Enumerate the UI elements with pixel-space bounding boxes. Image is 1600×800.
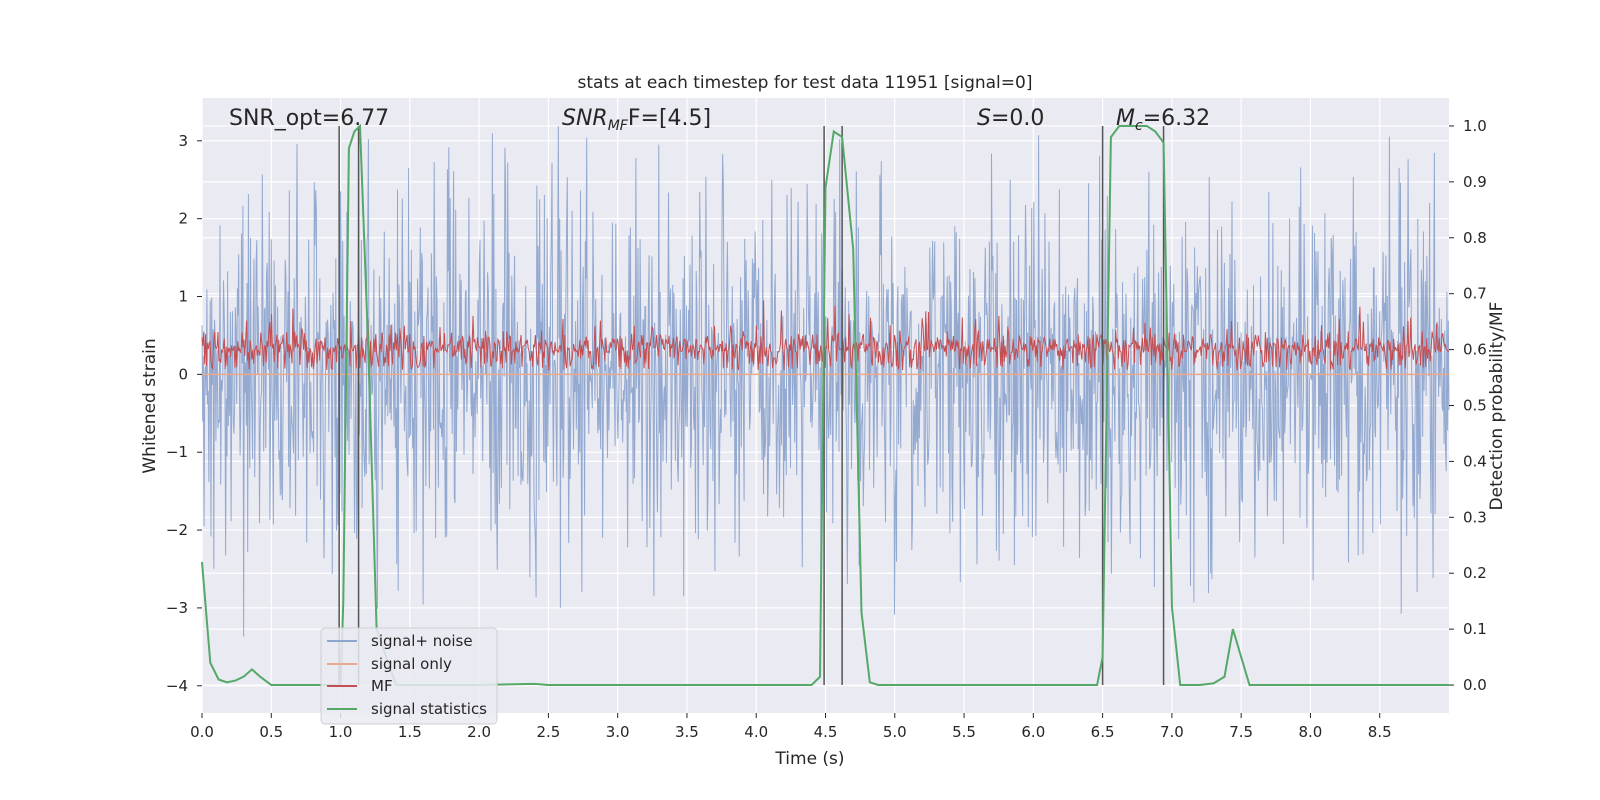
legend-item-signal-only: signal only xyxy=(327,655,452,673)
x-tick-label: 3.0 xyxy=(606,723,630,741)
y-right-axis-ticks: 1.0 0.9 0.8 0.7 0.6 0.5 0.4 0.3 0.2 0.1 0.0 xyxy=(1449,117,1487,694)
y-left-tick-label: −3 xyxy=(166,599,188,617)
chart-title: stats at each timestep for test data 119… xyxy=(578,73,1033,93)
signal-noise-series xyxy=(201,126,1450,637)
y-left-tick-label: −4 xyxy=(166,677,188,695)
signal-statistics-trace xyxy=(201,123,1449,686)
legend-box xyxy=(320,627,498,725)
y-right-tick-label: 1.0 xyxy=(1463,117,1487,135)
x-tick-label: 1.0 xyxy=(329,723,353,741)
x-axis-label: Time (s) xyxy=(774,749,844,769)
annotation-snr-mf-sub: MF xyxy=(608,118,629,134)
legend-label-signal-statistics: signal statistics xyxy=(371,700,487,718)
y-right-tick-label: 0.5 xyxy=(1463,397,1487,415)
y-right-tick-label: 0.2 xyxy=(1463,564,1487,582)
y-right-tick-label: 0.1 xyxy=(1463,620,1487,638)
annotation-mc-sub: c xyxy=(1135,118,1143,134)
y-left-tick-label: 3 xyxy=(178,132,188,150)
annotation-snr-mf: SNRMFF=[4.5] xyxy=(562,106,711,134)
annotation-snr-mf-value: F=[4.5] xyxy=(628,106,711,131)
x-tick-label: 4.5 xyxy=(814,723,838,741)
annotation-s-value: =0.0 xyxy=(991,106,1044,131)
annotation-s-symbol: S xyxy=(977,106,991,131)
signal-statistics-series xyxy=(201,123,1450,686)
x-tick-label: 6.0 xyxy=(1021,723,1045,741)
x-tick-label: 5.5 xyxy=(952,723,976,741)
x-tick-label: 8.0 xyxy=(1299,723,1323,741)
legend: signal+ noise signal only MF signal stat… xyxy=(320,627,498,725)
y-left-axis-label: Whitened strain xyxy=(140,338,160,473)
noise-trace xyxy=(201,126,1450,637)
x-tick-label: 3.5 xyxy=(675,723,699,741)
x-tick-label: 7.0 xyxy=(1160,723,1184,741)
mf-trace xyxy=(201,300,1450,371)
legend-item-mf: MF xyxy=(327,677,393,695)
annotation-snr-opt: SNR_opt=6.77 xyxy=(229,106,389,131)
vertical-markers xyxy=(338,125,1165,686)
annotation-mc-value: =6.32 xyxy=(1143,106,1210,131)
y-right-tick-label: 0.0 xyxy=(1463,676,1487,694)
mf-series xyxy=(201,300,1450,371)
y-left-tick-label: 0 xyxy=(178,365,188,383)
x-tick-label: 2.5 xyxy=(536,723,560,741)
plot-area xyxy=(201,98,1450,713)
y-right-tick-label: 0.6 xyxy=(1463,341,1487,359)
y-right-tick-label: 0.4 xyxy=(1463,452,1487,470)
legend-label-mf: MF xyxy=(371,677,393,695)
y-right-axis-label: Detection probability/MF xyxy=(1487,302,1507,511)
x-axis-ticks: 0.0 0.5 1.0 1.5 2.0 2.5 3.0 3.5 4.0 4.5 5.0 5.5 6.0 6… xyxy=(190,713,1392,741)
y-left-tick-label: −2 xyxy=(166,521,188,539)
x-tick-label: 2.0 xyxy=(467,723,491,741)
legend-item-signal-noise: signal+ noise xyxy=(327,632,473,650)
y-right-tick-label: 0.9 xyxy=(1463,173,1487,191)
annotation-snr-mf-main: SNR xyxy=(562,106,608,131)
legend-label-signal-only: signal only xyxy=(371,655,452,673)
annotation-mc: Mc=6.32 xyxy=(1116,106,1210,134)
x-tick-label: 0.5 xyxy=(259,723,283,741)
annotations: SNR_opt=6.77 SNRMFF=[4.5] S=0.0 Mc=6.32 xyxy=(229,106,1210,134)
y-left-tick-label: 2 xyxy=(178,210,188,228)
x-tick-label: 0.0 xyxy=(190,723,214,741)
y-right-tick-label: 0.7 xyxy=(1463,285,1487,303)
legend-item-signal-statistics: signal statistics xyxy=(327,700,487,718)
annotation-s: S=0.0 xyxy=(977,106,1044,131)
y-right-tick-label: 0.3 xyxy=(1463,508,1487,526)
legend-label-signal-noise: signal+ noise xyxy=(371,632,473,650)
y-left-tick-label: −1 xyxy=(166,443,188,461)
x-tick-label: 7.5 xyxy=(1229,723,1253,741)
x-tick-label: 8.5 xyxy=(1368,723,1392,741)
x-tick-label: 4.0 xyxy=(744,723,768,741)
y-right-tick-label: 0.8 xyxy=(1463,229,1487,247)
y-left-axis-ticks: 3 2 1 0 −1 −2 −3 −4 xyxy=(166,132,202,695)
x-tick-label: 6.5 xyxy=(1091,723,1115,741)
annotation-mc-symbol: M xyxy=(1116,106,1135,131)
x-tick-label: 5.0 xyxy=(883,723,907,741)
y-left-tick-label: 1 xyxy=(178,288,188,306)
x-tick-label: 1.5 xyxy=(398,723,422,741)
